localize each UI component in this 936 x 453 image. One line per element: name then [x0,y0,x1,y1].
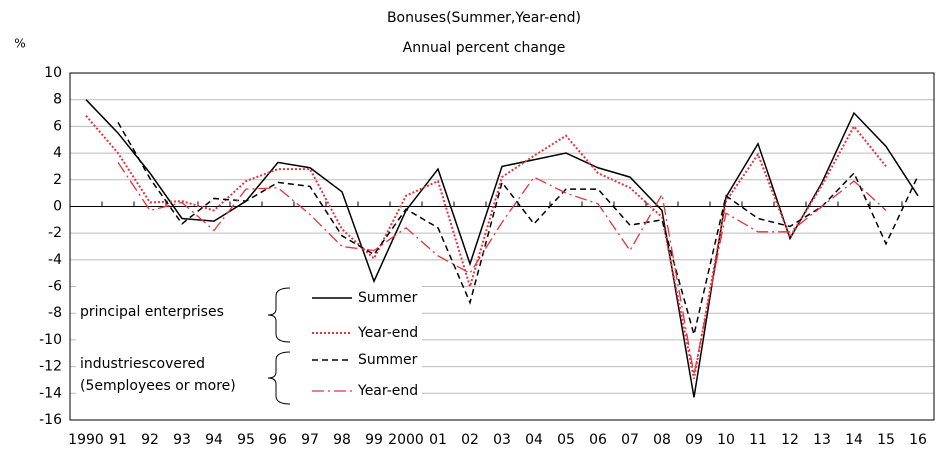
x-tick-label: 91 [109,432,127,448]
y-tick-label: -10 [39,332,62,348]
x-tick-label: 07 [621,432,639,448]
y-tick-label: 2 [53,172,62,188]
legend-group-label: principal enterprises [80,304,224,320]
x-tick-label: 11 [749,432,767,448]
y-tick-label: -16 [39,412,62,428]
y-tick-label: 0 [53,198,62,214]
y-tick-label: 10 [44,65,62,81]
x-tick-label: 09 [685,432,703,448]
y-tick-label: 4 [53,145,62,161]
chart-subtitle: Annual percent change [403,40,566,56]
y-tick-label: -8 [48,305,62,321]
y-tick-label: -4 [48,252,62,268]
series-line [85,115,887,379]
x-tick-label: 01 [429,432,447,448]
series-line [85,99,919,398]
series-line [117,122,919,335]
chart-title: Bonuses(Summer,Year-end) [387,10,581,26]
legend-brace [267,351,291,405]
x-tick-label: 04 [525,432,543,448]
series-line [117,162,887,375]
y-tick-label: 8 [53,92,62,108]
x-tick-label: 13 [813,432,831,448]
x-tick-label: 97 [301,432,319,448]
x-tick-label: 93 [173,432,191,448]
x-tick-label: 12 [781,432,799,448]
legend-label: Year-end [357,325,418,341]
legend-background [76,286,422,410]
x-tick-label: 03 [493,432,511,448]
legend-label: Year-end [357,383,418,399]
x-tick-label: 06 [589,432,607,448]
y-tick-label: -12 [39,359,62,375]
legend-label: Summer [358,352,418,368]
y-tick-label: -2 [48,225,62,241]
x-tick-label: 05 [557,432,575,448]
x-tick-label: 10 [717,432,735,448]
x-tick-label: 16 [909,432,927,448]
x-tick-label: 08 [653,432,671,448]
x-tick-label: 02 [461,432,479,448]
x-tick-label: 92 [141,432,159,448]
legend-label: Summer [358,290,418,306]
y-tick-label: -6 [48,279,62,295]
legend-group-label: (5employees or more) [80,378,236,394]
x-tick-label: 14 [845,432,863,448]
plot-border [69,72,935,421]
x-tick-label: 94 [205,432,223,448]
x-tick-label: 1990 [68,432,104,448]
x-tick-label: 95 [237,432,255,448]
x-tick-label: 96 [269,432,287,448]
legend-group-label: industriescovered [80,356,205,372]
legend-brace [267,287,291,343]
y-axis-label: % [14,37,25,51]
x-tick-label: 99 [365,432,383,448]
y-tick-label: 6 [53,118,62,134]
x-tick-label: 2000 [388,432,424,448]
y-tick-label: -14 [39,385,62,401]
x-tick-label: 15 [877,432,895,448]
x-tick-label: 98 [333,432,351,448]
